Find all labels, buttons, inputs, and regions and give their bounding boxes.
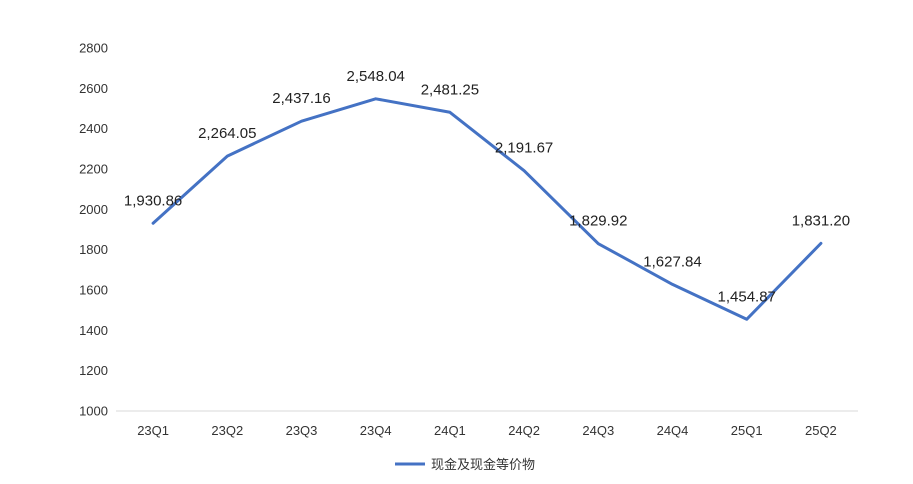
x-tick-label: 23Q4	[360, 423, 392, 438]
y-tick-label: 1800	[79, 242, 108, 257]
x-tick-label: 24Q4	[657, 423, 689, 438]
x-tick-label: 23Q2	[211, 423, 243, 438]
data-label: 1,627.84	[643, 253, 701, 270]
series-line	[151, 97, 823, 321]
data-label: 1,829.92	[569, 213, 627, 230]
data-label: 1,831.20	[792, 212, 850, 229]
legend-label: 现金及现金等价物	[431, 457, 535, 473]
y-tick-label: 2200	[79, 162, 108, 177]
y-tick-label: 1400	[79, 323, 108, 338]
x-tick-label: 24Q1	[434, 423, 466, 438]
y-tick-label: 2800	[79, 41, 108, 56]
y-tick-label: 2000	[79, 202, 108, 217]
data-label: 1,930.86	[124, 192, 182, 209]
data-label: 2,264.05	[198, 125, 256, 142]
y-tick-label: 1000	[79, 404, 108, 419]
data-label: 2,437.16	[272, 90, 330, 107]
x-axis-ticks: 23Q1 23Q2 23Q3 23Q4 24Q1 24Q2 24Q3 24Q4 25Q1 25Q2	[137, 423, 837, 438]
x-tick-label: 24Q3	[582, 423, 614, 438]
data-labels: 1,930.86 2,264.05 2,437.16 2,548.04 2,481.25…	[124, 68, 850, 305]
data-label: 2,481.25	[421, 81, 479, 98]
y-tick-label: 2600	[79, 81, 108, 96]
y-tick-label: 1200	[79, 363, 108, 378]
x-tick-label: 23Q1	[137, 423, 169, 438]
legend: 现金及现金等价物	[395, 457, 535, 473]
x-tick-label: 23Q3	[286, 423, 318, 438]
data-label: 2,548.04	[347, 68, 405, 85]
y-tick-label: 1600	[79, 283, 108, 298]
data-label: 1,454.87	[718, 288, 776, 305]
data-label: 2,191.67	[495, 140, 553, 157]
y-axis-ticks: 1000 1200 1400 1600 1800 2000 2200 2400 2600 2800	[79, 41, 108, 419]
x-tick-label: 25Q1	[731, 423, 763, 438]
x-tick-label: 24Q2	[508, 423, 540, 438]
y-tick-label: 2400	[79, 121, 108, 136]
x-tick-label: 25Q2	[805, 423, 837, 438]
